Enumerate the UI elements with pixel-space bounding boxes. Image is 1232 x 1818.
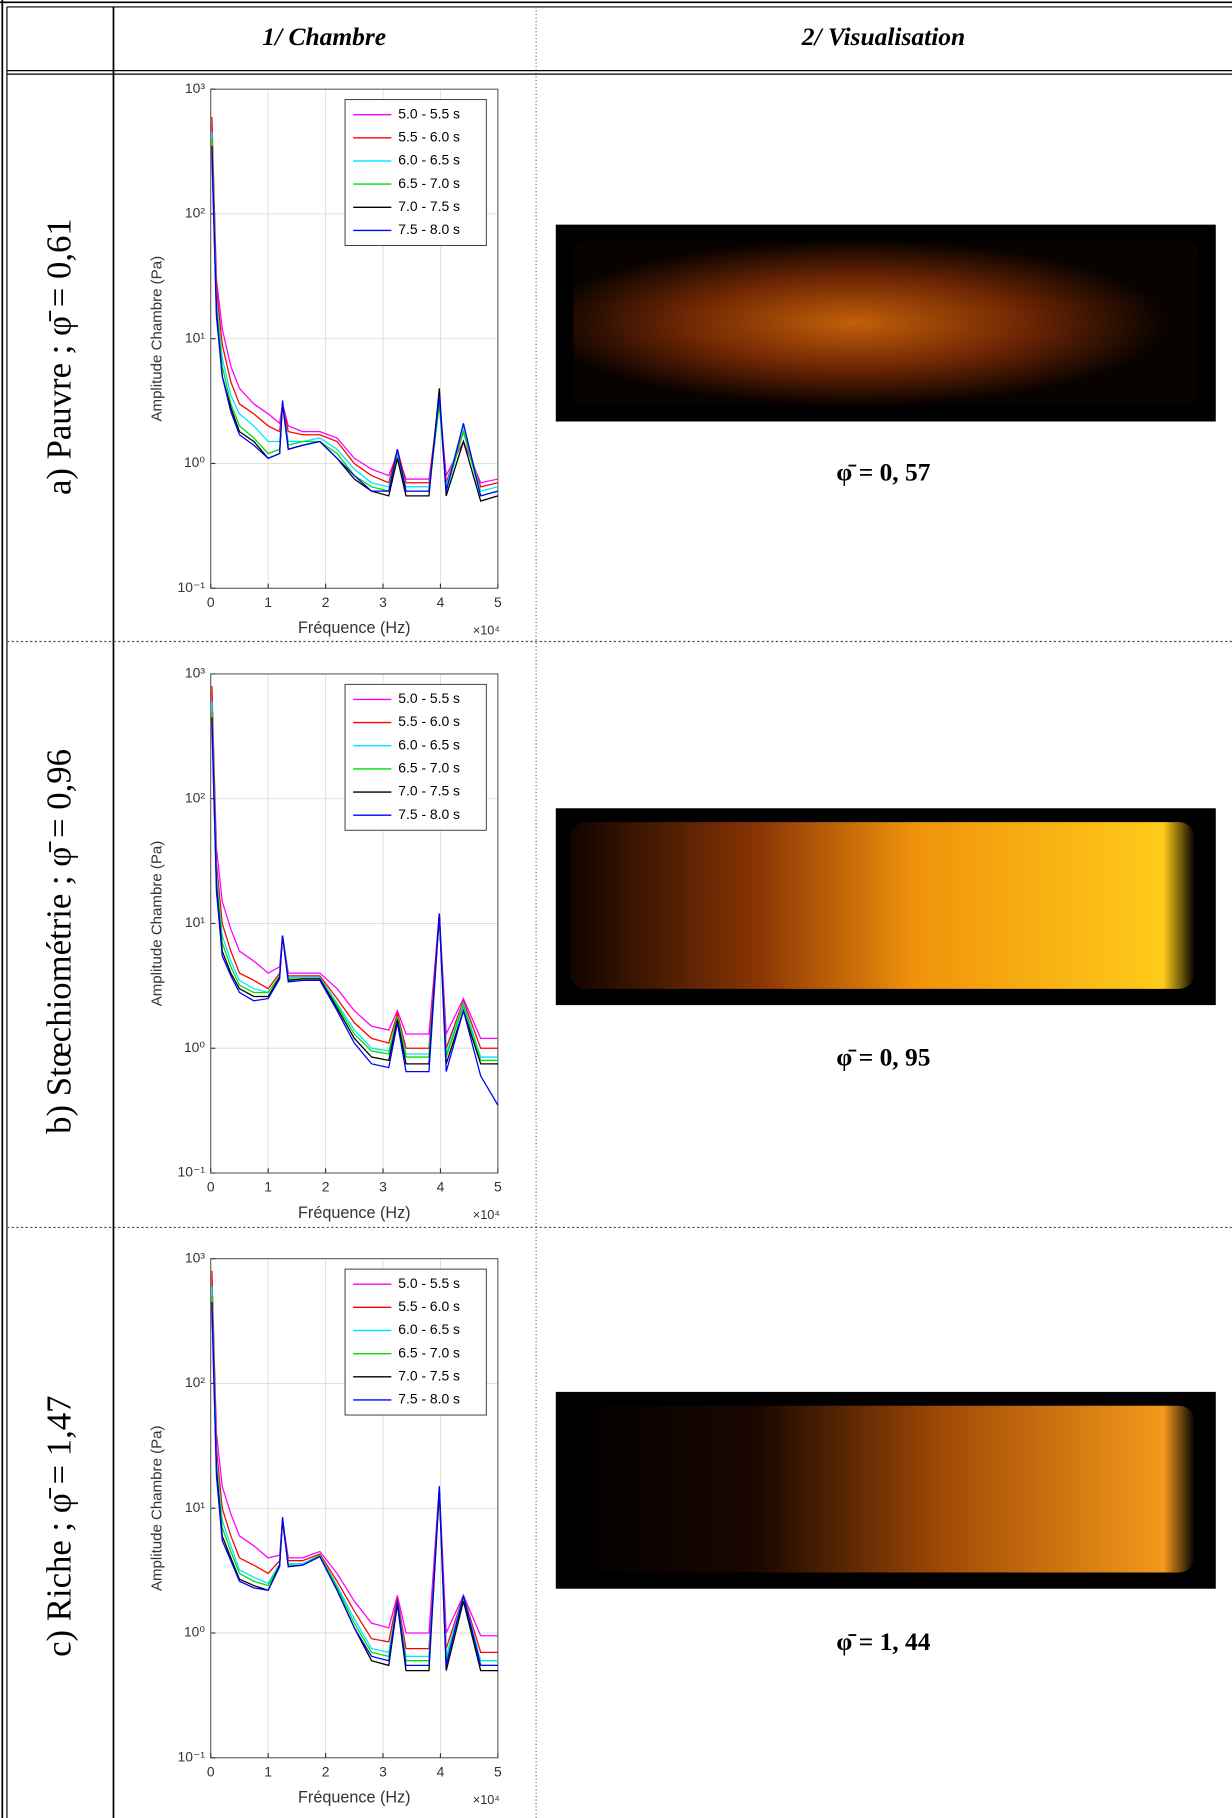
x-tick-label: 3 [379,1179,387,1195]
y-tick-label: 10² [185,205,205,221]
legend-label: 5.0 - 5.5 s [398,1275,460,1291]
y-tick-label: 10² [185,1374,205,1390]
legend-label: 5.0 - 5.5 s [398,105,460,121]
x-multiplier: ×10⁴ [473,622,500,637]
y-axis-label: Amplitude Chambre (Pa) [148,841,165,1007]
x-axis-label: Fréquence (Hz) [298,619,411,637]
x-tick-label: 0 [207,1179,215,1195]
y-axis-label: Amplitude Chambre (Pa) [148,256,165,422]
legend-label: 7.5 - 8.0 s [398,221,460,237]
series-line [211,723,499,1106]
legend-box [344,1268,487,1416]
y-tick-label: 10⁰ [184,1039,205,1055]
column-header: 1/ Chambre [262,22,386,51]
legend-box [344,683,487,831]
legend-label: 7.0 - 7.5 s [398,783,460,799]
image-caption: φ̄ = 1, 44 [836,1627,930,1656]
y-tick-label: 10⁻¹ [178,1748,206,1764]
x-axis-label: Fréquence (Hz) [298,1204,411,1222]
legend-label: 6.0 - 6.5 s [398,1321,460,1337]
x-tick-label: 3 [379,1764,387,1780]
x-tick-label: 5 [494,1179,502,1195]
y-tick-label: 10² [185,789,205,805]
y-tick-label: 10⁰ [184,1624,205,1640]
x-axis-label: Fréquence (Hz) [298,1789,411,1807]
legend-label: 5.5 - 6.0 s [398,1298,460,1314]
x-tick-label: 5 [494,1764,502,1780]
row-label: a) Pauvre ; φ̄ = 0,61 [39,218,78,495]
legend-label: 7.5 - 8.0 s [398,806,460,822]
x-tick-label: 2 [322,1764,330,1780]
legend-label: 7.5 - 8.0 s [398,1391,460,1407]
legend-label: 6.5 - 7.0 s [398,175,460,191]
x-tick-label: 2 [322,1179,330,1195]
series-line [211,1308,498,1667]
x-tick-label: 4 [437,1179,445,1195]
legend-box [344,99,487,246]
x-tick-label: 5 [494,594,502,610]
column-header: 2/ Visualisation [801,22,965,51]
legend-label: 5.5 - 6.0 s [398,713,460,729]
x-tick-label: 1 [264,1179,272,1195]
plot-frame [210,673,499,1174]
y-tick-label: 10⁰ [184,454,205,470]
legend-label: 7.0 - 7.5 s [398,198,460,214]
series-line [211,154,499,497]
x-tick-label: 0 [207,1764,215,1780]
y-tick-label: 10³ [185,1249,205,1265]
x-tick-label: 4 [437,594,445,610]
y-axis-label: Amplitude Chambre (Pa) [148,1425,165,1591]
image-caption: φ̄ = 0, 57 [836,458,930,487]
x-tick-label: 1 [264,1764,272,1780]
y-tick-label: 10¹ [185,329,205,345]
x-tick-label: 1 [264,594,272,610]
legend-label: 5.0 - 5.5 s [398,690,460,706]
y-tick-label: 10⁻¹ [178,579,206,595]
x-tick-label: 2 [322,594,330,610]
legend-label: 6.0 - 6.5 s [398,152,460,168]
legend-label: 5.5 - 6.0 s [398,128,460,144]
flame-image [555,224,1216,1589]
y-tick-label: 10¹ [185,914,205,930]
image-caption: φ̄ = 0, 95 [836,1042,930,1071]
y-tick-label: 10⁻¹ [178,1164,206,1180]
x-multiplier: ×10⁴ [473,1207,500,1222]
plot-frame [210,1258,499,1759]
legend-label: 6.0 - 6.5 s [398,736,460,752]
legend-label: 6.5 - 7.0 s [398,1344,460,1360]
x-tick-label: 4 [437,1764,445,1780]
legend-label: 7.0 - 7.5 s [398,1367,460,1383]
x-multiplier: ×10⁴ [473,1792,500,1807]
y-tick-label: 10³ [185,80,205,96]
row-label: b) Stœchiométrie ; φ̄ = 0,96 [39,749,78,1134]
y-tick-label: 10³ [185,665,205,681]
row-label: c) Riche ; φ̄ = 1,47 [39,1396,78,1657]
x-tick-label: 0 [207,594,215,610]
x-tick-label: 3 [379,594,387,610]
plot-frame [210,88,499,589]
y-tick-label: 10¹ [185,1499,205,1515]
legend-label: 6.5 - 7.0 s [398,760,460,776]
